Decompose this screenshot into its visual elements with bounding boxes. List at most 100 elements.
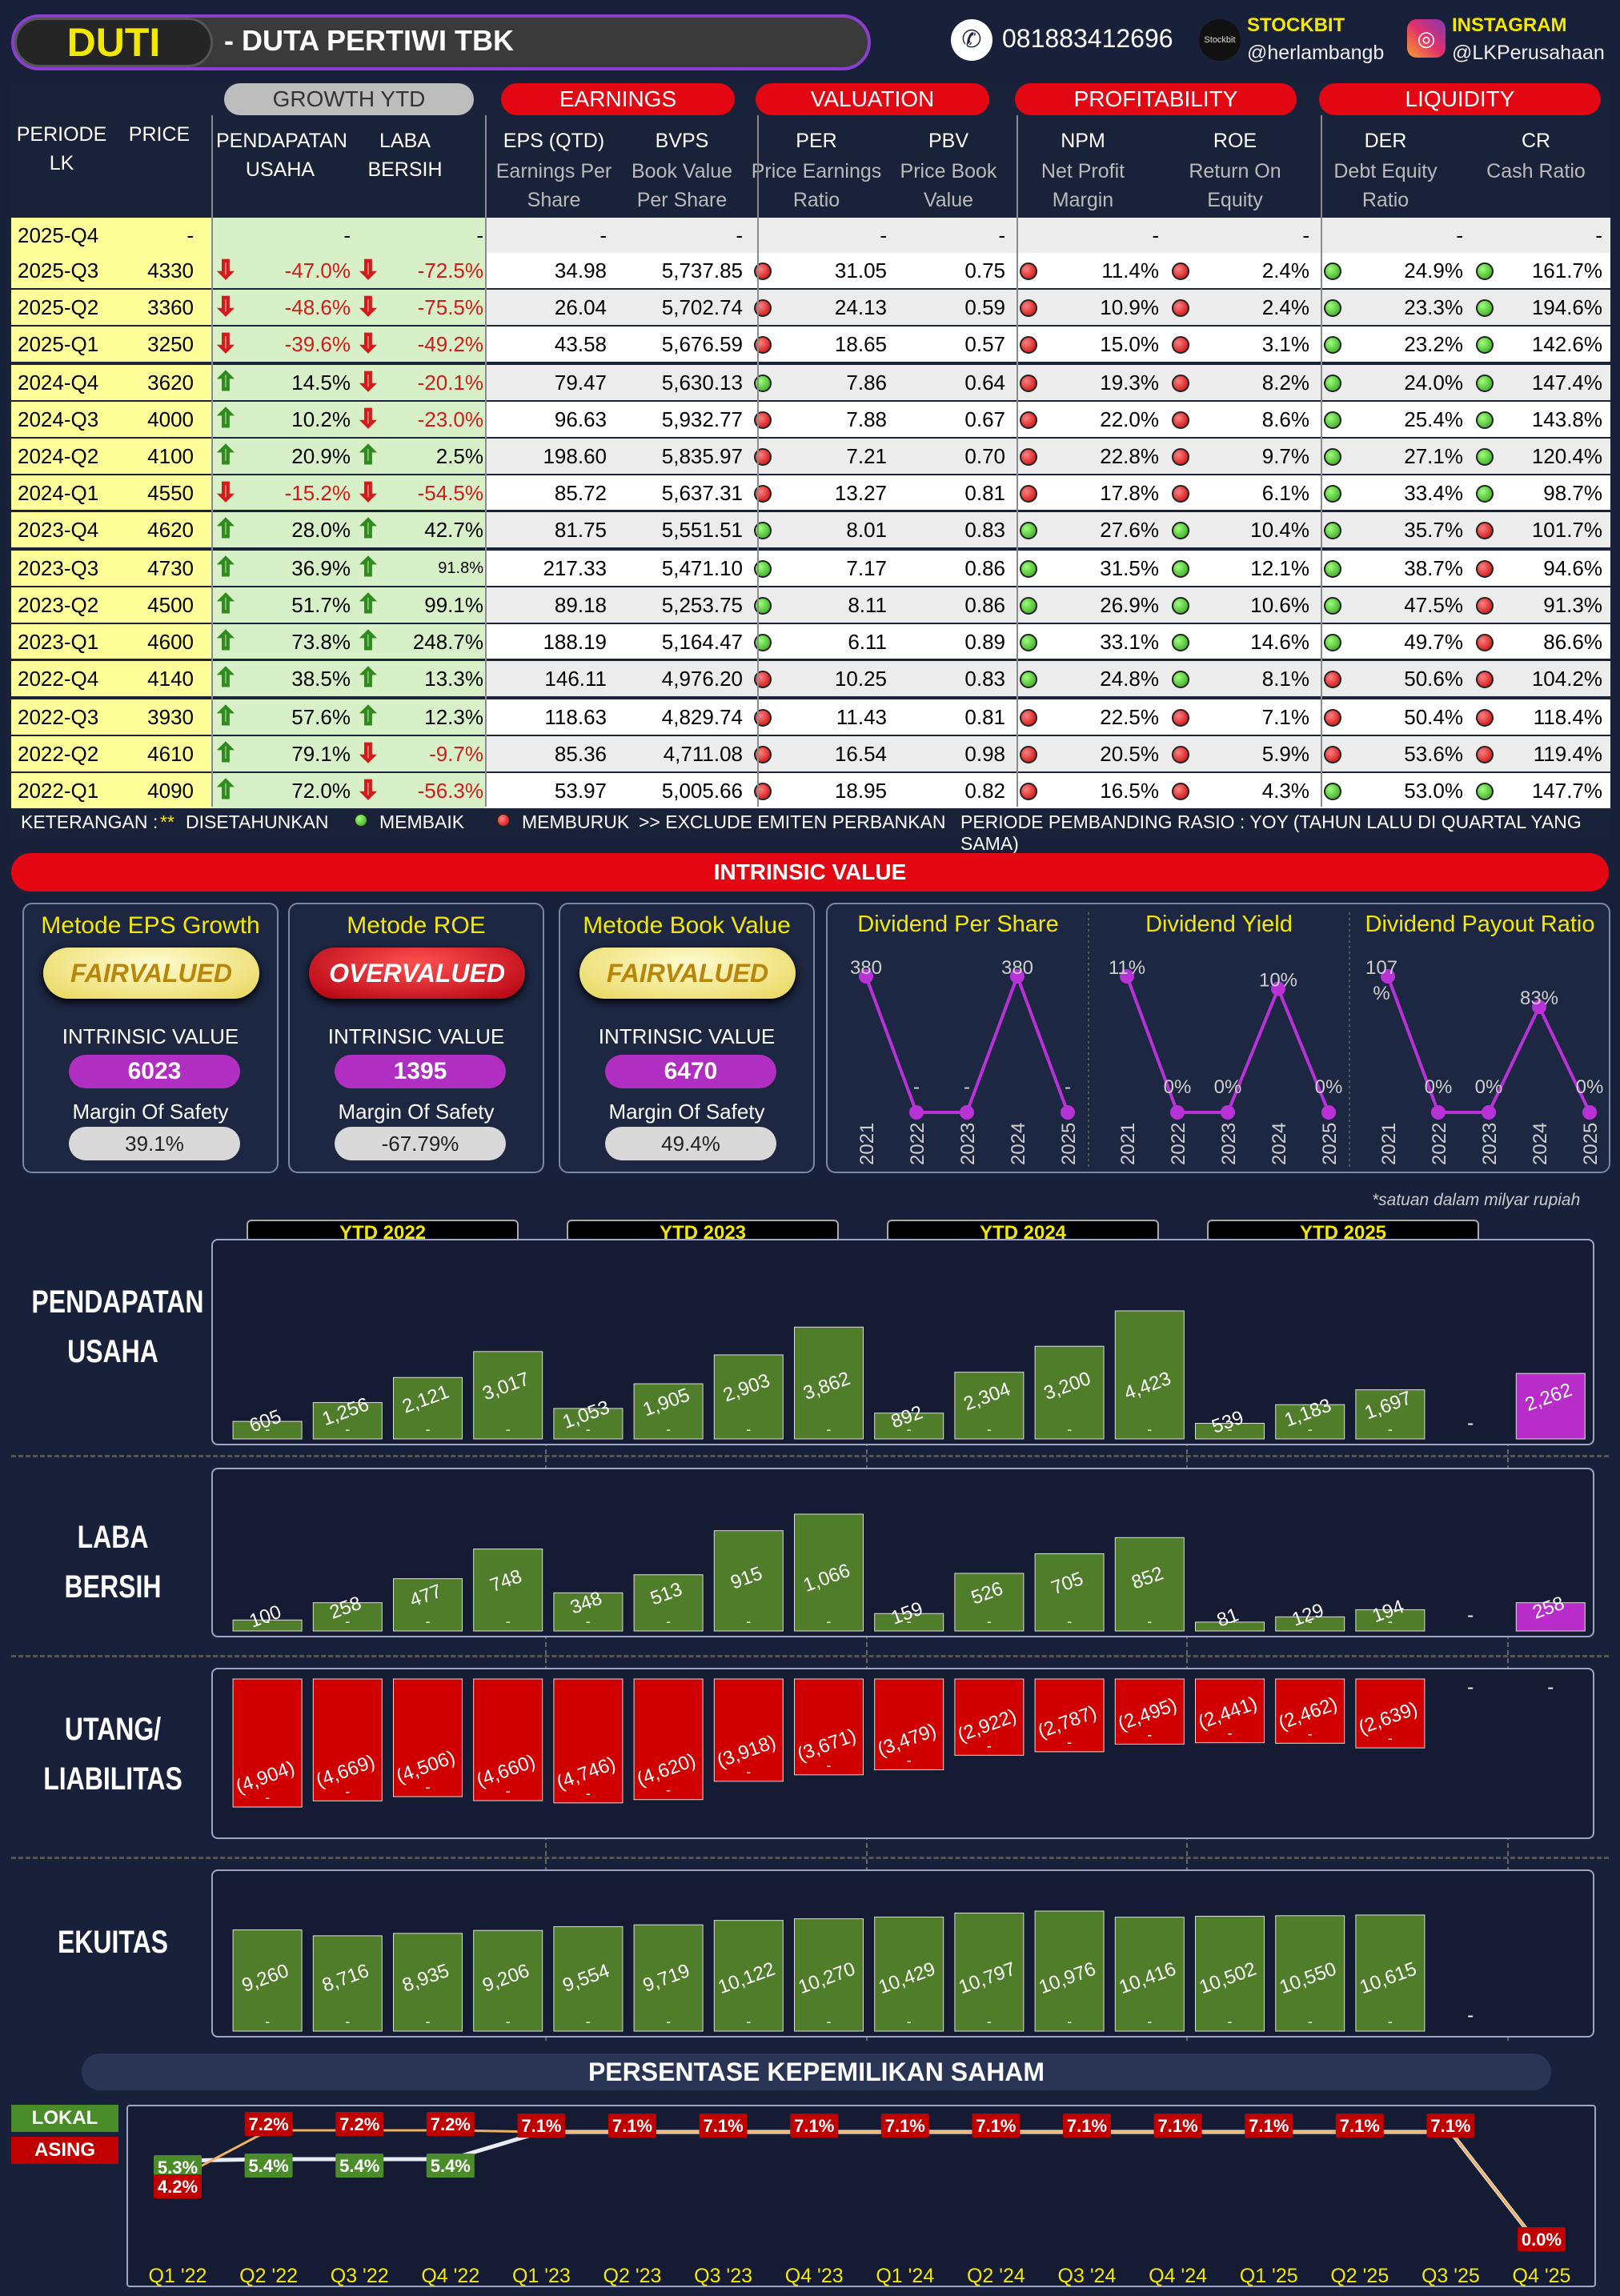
dividend-chart-title: Dividend Payout Ratio: [1365, 912, 1595, 937]
quarter-label: Q2 '25: [1330, 2265, 1389, 2287]
ownership-label: 7.1%: [1430, 2116, 1470, 2136]
ownership-label: 7.1%: [1067, 2116, 1107, 2136]
bar: [713, 1530, 784, 1632]
row-cr: 120.4%: [1531, 444, 1602, 468]
bar-dash: -: [1228, 1725, 1233, 1741]
row-pbv: 0.86: [964, 593, 1005, 617]
row-net-growth: 42.7%: [424, 518, 483, 542]
row-roe: 8.1%: [1261, 667, 1309, 691]
dividend-year-label: 2025: [1580, 1123, 1602, 1165]
value-bg: [485, 624, 1610, 659]
bar: [232, 1619, 303, 1632]
bar: [1355, 1678, 1426, 1749]
bar: [1114, 1678, 1185, 1745]
row-period: 2023-Q1: [18, 630, 99, 654]
value-bg: [485, 475, 1610, 511]
row-net-growth: -72.5%: [417, 258, 483, 282]
ownership-label-bg: [1335, 2114, 1384, 2138]
ownership-label: 7.1%: [1249, 2116, 1289, 2136]
chart-row-label: EKUITAS: [31, 1917, 194, 1967]
der-status-dot-icon: [1324, 299, 1341, 317]
row-pbv: 0.81: [964, 705, 1005, 729]
value-bg: [485, 365, 1610, 400]
row-roe: 5.9%: [1261, 742, 1309, 766]
row-rev-growth: 10.2%: [291, 407, 351, 431]
col-roe: ROE: [1213, 130, 1257, 152]
row-price: 3930: [147, 705, 194, 729]
row-net-growth: -49.2%: [417, 332, 483, 356]
column-divider: [1017, 115, 1018, 807]
dividend-panel: Dividend Per Share 380 2021 - 2022 - 2023 380 20…: [826, 903, 1610, 1173]
period-bg: [11, 736, 211, 771]
dividend-point: [1271, 981, 1285, 996]
row-bvps: -: [736, 223, 743, 247]
value-bg: [485, 512, 1610, 547]
ownership-label: 0.0%: [1522, 2230, 1562, 2250]
row-der: 50.4%: [1404, 705, 1463, 729]
bar: [1195, 1678, 1265, 1744]
ownership-label-bg: [699, 2114, 748, 2138]
roe-status-dot-icon: [1172, 634, 1189, 651]
row-period: 2023-Q4: [18, 518, 99, 542]
legend-asing: ASING: [11, 2137, 118, 2164]
column-divider: [1321, 115, 1322, 807]
row-roe: 3.1%: [1261, 332, 1309, 356]
bar-dash: -: [1147, 1421, 1152, 1437]
bar-dash: -: [1067, 1613, 1072, 1629]
row-eps: 85.36: [554, 742, 607, 766]
roe-status-dot-icon: [1172, 411, 1189, 429]
chart-row-label-line: PENDAPATAN: [31, 1284, 204, 1320]
ownership-chart: 5.3% 5.4% 5.4% 5.4% 4.2% 7.2% 7.2% 7.2% 7.1% 7.1%…: [126, 2105, 1596, 2287]
der-status-dot-icon: [1324, 411, 1341, 429]
legend-red-dot-icon: [496, 813, 511, 827]
row-eps: -: [599, 223, 607, 247]
group-divider: [865, 1240, 868, 2041]
legend-memburuk: MEMBURUK: [522, 811, 630, 832]
value-bg: [485, 773, 1610, 808]
row-eps: 81.75: [554, 518, 607, 542]
roe-status-dot-icon: [1172, 709, 1189, 727]
dividend-chart-title: Dividend Yield: [1145, 912, 1293, 937]
roe-status-dot-icon: [1172, 299, 1189, 317]
row-cr: 142.6%: [1531, 332, 1602, 356]
row-net-growth: 12.3%: [424, 705, 483, 729]
iv-card-0: Metode EPS Growth FAIRVALUED INTRINSIC VAL…: [22, 903, 279, 1173]
row-cr: 104.2%: [1531, 667, 1602, 691]
dividend-point: [1170, 1105, 1185, 1120]
bar: [874, 1678, 944, 1771]
der-status-dot-icon: [1324, 783, 1341, 800]
row-bvps: 5,676.59: [661, 332, 743, 356]
chart-box-1: 100-258-477-748-348-513-915-1,066-159-52…: [211, 1468, 1594, 1637]
instagram-label: INSTAGRAM: [1452, 14, 1567, 36]
bar: [713, 1678, 784, 1782]
period-bg: [11, 551, 211, 586]
col-bvps: BVPS: [655, 130, 709, 152]
year-divider: [11, 659, 1610, 661]
npm-status-dot-icon: [1020, 671, 1037, 688]
bar-dash: -: [586, 1421, 591, 1437]
row-net-growth: -75.5%: [417, 295, 483, 319]
npm-status-dot-icon: [1020, 560, 1037, 578]
intrinsic-value: 1395: [335, 1055, 506, 1088]
row-roe: 4.3%: [1261, 779, 1309, 803]
bar: [232, 1929, 303, 2032]
dividend-year-label: 2025: [1058, 1123, 1080, 1165]
row-eps: 188.19: [543, 630, 607, 654]
quarter-label: Q3 '25: [1422, 2265, 1480, 2287]
bar: [794, 1678, 864, 1776]
row-rev-growth: 57.6%: [291, 705, 351, 729]
row-rev-growth: 28.0%: [291, 518, 351, 542]
cr-status-dot-icon: [1476, 597, 1494, 615]
bar: [1515, 1602, 1586, 1632]
bar: [1034, 1345, 1105, 1440]
row-npm: 11.4%: [1101, 258, 1159, 282]
col-pbv: PBV: [928, 130, 969, 152]
row-cr: 119.4%: [1533, 742, 1602, 766]
legend-star: **: [160, 811, 174, 832]
roe-status-dot-icon: [1172, 522, 1189, 539]
value-bg: [485, 736, 1610, 771]
row-per: 11.43: [836, 705, 887, 729]
row-per: 13.27: [834, 481, 887, 505]
row-cr: 91.3%: [1543, 593, 1602, 617]
row-eps: 89.18: [554, 593, 607, 617]
